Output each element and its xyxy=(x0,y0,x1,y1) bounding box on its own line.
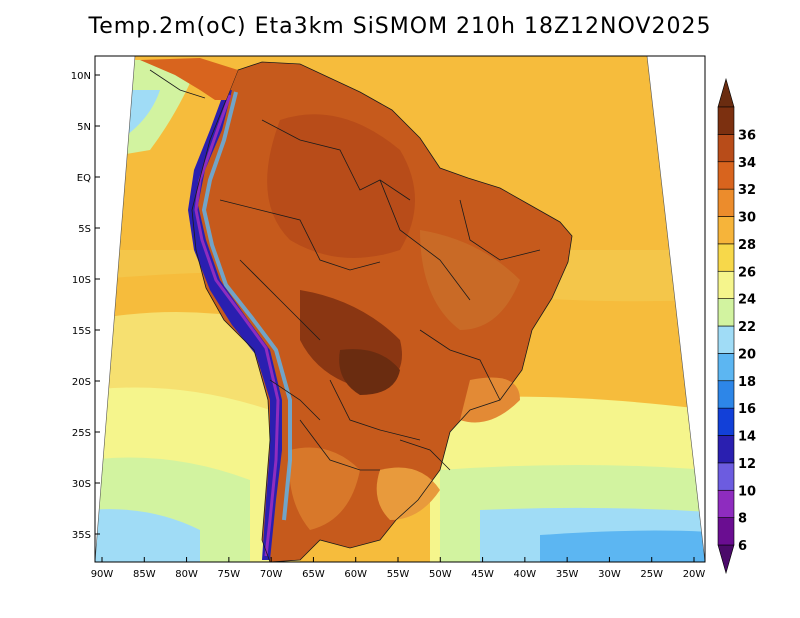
lat-tick-label: 10S xyxy=(72,275,91,286)
colorbar-label: 26 xyxy=(738,265,756,280)
central-brazil-region xyxy=(420,230,520,330)
lon-tick-label: 55W xyxy=(387,569,410,580)
colorbar: 6 8 10 12 14 16 18 20 22 24 26 28 30 32 34 36 xyxy=(717,77,756,575)
central-america-land xyxy=(140,58,238,100)
colorbar-swatch xyxy=(717,380,735,409)
lon-tick-label: 85W xyxy=(133,569,156,580)
lon-tick-label: 90W xyxy=(91,569,114,580)
lat-tick-label: 35S xyxy=(72,530,91,541)
south-brazil-region xyxy=(376,467,440,520)
lon-tick-label: 35W xyxy=(556,569,579,580)
lon-tick-label: 75W xyxy=(218,569,241,580)
colorbar-label: 10 xyxy=(738,484,756,499)
colorbar-label: 24 xyxy=(738,293,756,308)
lon-tick-label: 80W xyxy=(175,569,198,580)
colorbar-swatch xyxy=(717,270,735,299)
lon-tick-label: 60W xyxy=(344,569,367,580)
lon-tick-label: 30W xyxy=(598,569,621,580)
political-borders xyxy=(191,61,573,562)
latitude-axis: 10N 5N EQ 5S 10S 15S 20S 25S 30S 35S xyxy=(71,71,100,541)
colorbar-swatch xyxy=(717,188,735,217)
andes-cold-stripe xyxy=(188,90,282,560)
colorbar-label: 18 xyxy=(738,375,756,390)
southeast-milder-region xyxy=(460,377,520,423)
lon-tick-label: 45W xyxy=(471,569,494,580)
colorbar-label: 6 xyxy=(738,539,747,554)
lat-tick-label: 5N xyxy=(77,122,91,133)
colorbar-label: 22 xyxy=(738,320,756,335)
colorbar-under-arrow xyxy=(717,544,735,575)
lat-tick-label: 10N xyxy=(71,71,91,82)
lat-tick-label: EQ xyxy=(77,173,91,184)
lon-tick-label: 20W xyxy=(683,569,706,580)
colorbar-swatch xyxy=(717,161,735,190)
central-america-coast xyxy=(149,69,206,99)
colorbar-swatch xyxy=(717,462,735,491)
lat-tick-label: 20S xyxy=(72,377,91,388)
atlantic-coldest-band xyxy=(540,530,705,562)
andes-peaks-line xyxy=(194,94,280,557)
colorbar-label: 12 xyxy=(738,457,756,472)
colorbar-label: 36 xyxy=(738,128,756,143)
lon-tick-label: 25W xyxy=(640,569,663,580)
colorbar-swatch xyxy=(717,106,735,135)
lon-tick-label: 50W xyxy=(429,569,452,580)
colorbar-swatch xyxy=(717,325,735,354)
argentina-north-region xyxy=(289,447,360,530)
lat-tick-label: 25S xyxy=(72,428,91,439)
lon-tick-label: 40W xyxy=(514,569,537,580)
colorbar-swatch xyxy=(717,298,735,327)
colorbar-label: 28 xyxy=(738,238,756,253)
lat-tick-label: 15S xyxy=(72,326,91,337)
lat-tick-label: 5S xyxy=(78,224,91,235)
pacific-coldest-band xyxy=(95,509,200,562)
colorbar-swatch xyxy=(717,134,735,163)
hottest-region xyxy=(339,349,400,395)
colorbar-label: 30 xyxy=(738,211,756,226)
temperature-field xyxy=(95,56,705,562)
lon-tick-label: 70W xyxy=(260,569,283,580)
colorbar-swatch xyxy=(717,353,735,382)
colorbar-swatch xyxy=(717,243,735,272)
colorbar-swatch xyxy=(717,407,735,436)
colorbar-swatch xyxy=(717,517,735,546)
lat-tick-label: 30S xyxy=(72,479,91,490)
colorbar-swatch xyxy=(717,489,735,518)
andes-foothills-line xyxy=(201,91,292,521)
colorbar-label: 8 xyxy=(738,512,747,527)
lon-tick-label: 65W xyxy=(302,569,325,580)
axes-frame xyxy=(94,55,706,563)
amazon-warm-region xyxy=(267,114,415,259)
colorbar-swatch xyxy=(717,435,735,464)
longitude-axis: 90W 85W 80W 75W 70W 65W 60W 55W 50W 45W 40W 35W 30W 2… xyxy=(91,557,706,580)
colorbar-swatch xyxy=(717,216,735,245)
map-title: Temp.2m(oC) Eta3km SiSMOM 210h 18Z12NOV2… xyxy=(88,14,712,39)
colorbar-label: 20 xyxy=(738,347,756,362)
colorbar-label: 16 xyxy=(738,402,756,417)
colorbar-label: 32 xyxy=(738,183,756,198)
colorbar-over-arrow xyxy=(717,77,735,108)
colorbar-label: 34 xyxy=(738,156,756,171)
colorbar-label: 14 xyxy=(738,430,756,445)
